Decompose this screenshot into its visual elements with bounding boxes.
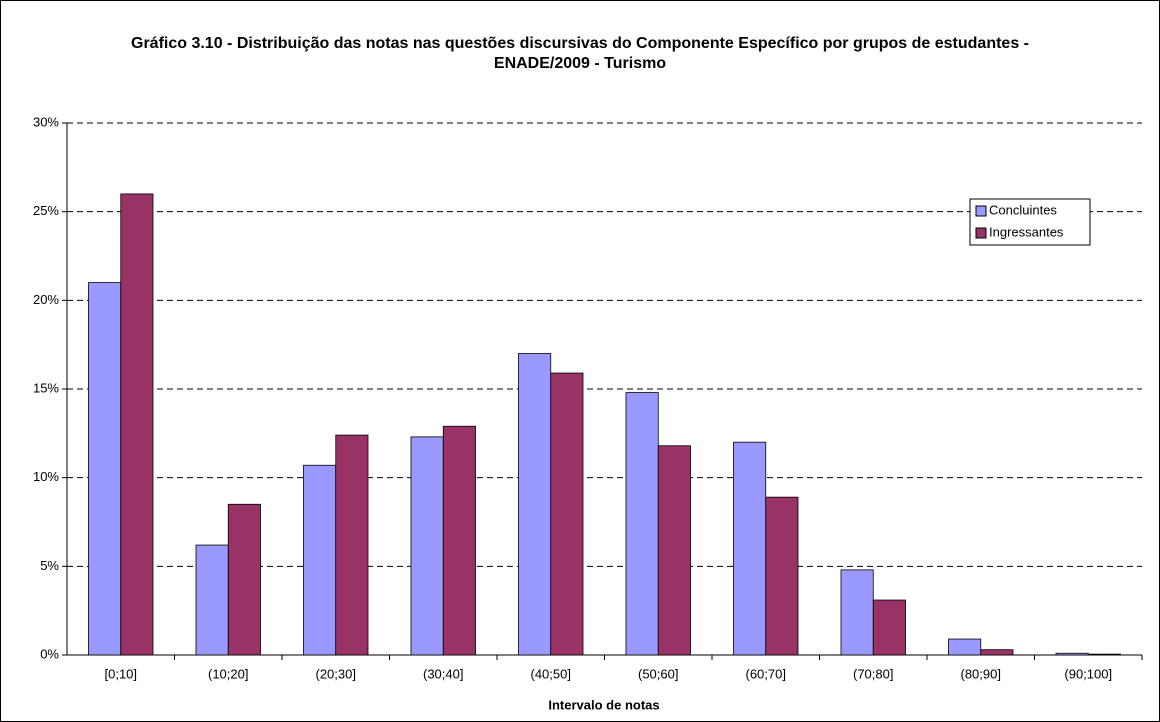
bar <box>733 441 767 656</box>
bar <box>980 649 1014 656</box>
x-tick-label: (70;80] <box>853 666 893 681</box>
bar <box>625 392 659 656</box>
bar <box>195 544 229 656</box>
y-tick-label: 15% <box>33 380 59 395</box>
bar <box>303 464 337 656</box>
y-tick-label: 5% <box>40 558 59 573</box>
chart-title: Gráfico 3.10 - Distribuição das notas na… <box>131 35 1029 72</box>
legend-label: Concluintes <box>989 202 1057 217</box>
legend-label: Ingressantes <box>989 224 1064 239</box>
y-tick-label: 25% <box>33 203 59 218</box>
legend-swatch <box>975 227 987 239</box>
y-tick-label: 10% <box>33 469 59 484</box>
y-tick-label: 0% <box>40 646 59 661</box>
x-tick-label: (50;60] <box>638 666 678 681</box>
y-tick-label: 20% <box>33 292 59 307</box>
bar <box>518 353 552 656</box>
bar <box>765 496 799 656</box>
bar <box>442 425 476 656</box>
bar <box>120 193 154 656</box>
x-tick-label: (20;30] <box>316 666 356 681</box>
y-tick-label: 30% <box>33 114 59 129</box>
bar <box>550 372 584 656</box>
bar <box>948 638 982 656</box>
x-tick-label: (10;20] <box>208 666 248 681</box>
bar <box>840 569 874 656</box>
bar <box>88 282 122 656</box>
x-tick-label: [0;10] <box>104 666 137 681</box>
x-axis-label: Intervalo de notas <box>548 697 659 712</box>
bar <box>872 599 906 656</box>
x-tick-label: (40;50] <box>531 666 571 681</box>
legend-swatch <box>975 205 987 217</box>
x-tick-label: (90;100] <box>1064 666 1112 681</box>
x-tick-label: (30;40] <box>423 666 463 681</box>
bar <box>1055 652 1089 656</box>
x-tick-label: (80;90] <box>961 666 1001 681</box>
bar <box>410 436 444 656</box>
bar <box>657 445 691 656</box>
legend-box <box>969 198 1091 246</box>
bar <box>1087 653 1121 656</box>
x-tick-label: (60;70] <box>746 666 786 681</box>
bar <box>227 503 261 656</box>
bar <box>335 434 369 656</box>
